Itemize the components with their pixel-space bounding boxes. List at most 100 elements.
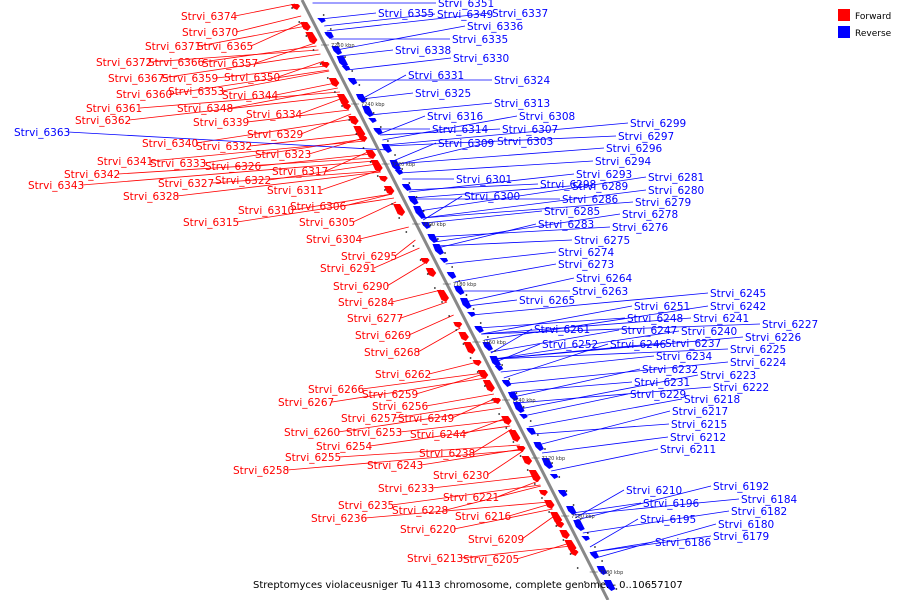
reverse-gene-label[interactable]: Strvi_6363 [14, 127, 70, 139]
forward-gene-arrow[interactable] [420, 258, 430, 264]
forward-gene-label[interactable]: Strvi_6333 [150, 158, 206, 170]
forward-gene-label[interactable]: Strvi_6290 [333, 281, 389, 293]
forward-gene-label[interactable]: Strvi_6359 [162, 73, 218, 85]
forward-gene-arrow[interactable] [348, 116, 359, 125]
forward-gene-arrow[interactable] [463, 342, 476, 354]
reverse-gene-label[interactable]: Strvi_6224 [730, 357, 787, 369]
forward-gene-label[interactable]: Strvi_6353 [168, 86, 224, 98]
reverse-gene-label[interactable]: Strvi_6275 [574, 235, 630, 247]
forward-gene-label[interactable]: Strvi_6311 [267, 185, 323, 197]
reverse-gene-label[interactable]: Strvi_6196 [643, 498, 700, 510]
reverse-gene-label[interactable]: Strvi_6281 [648, 172, 704, 184]
forward-gene-label[interactable]: Strvi_6253 [346, 427, 402, 439]
forward-gene-label[interactable]: Strvi_6269 [355, 330, 411, 342]
forward-gene-arrow[interactable] [528, 470, 541, 482]
reverse-gene-label[interactable]: Strvi_6264 [576, 273, 633, 285]
reverse-gene-label[interactable]: Strvi_6300 [464, 191, 520, 203]
reverse-gene-label[interactable]: Strvi_6296 [606, 143, 663, 155]
reverse-gene-label[interactable]: Strvi_6210 [626, 485, 682, 497]
forward-gene-label[interactable]: Strvi_6230 [433, 470, 489, 482]
reverse-gene-label[interactable]: Strvi_6351 [438, 0, 494, 10]
forward-gene-arrow[interactable] [336, 94, 350, 106]
reverse-gene-label[interactable]: Strvi_6283 [538, 219, 594, 231]
reverse-gene-label[interactable]: Strvi_6222 [713, 382, 769, 394]
forward-gene-arrow[interactable] [508, 430, 521, 442]
reverse-gene-arrow[interactable] [373, 128, 383, 135]
reverse-gene-arrow[interactable] [355, 94, 367, 103]
forward-gene-arrow[interactable] [477, 370, 489, 379]
forward-gene-arrow[interactable] [555, 522, 565, 528]
reverse-gene-arrow[interactable] [446, 272, 457, 279]
reverse-gene-arrow[interactable] [317, 18, 326, 23]
reverse-gene-label[interactable]: Strvi_6280 [648, 185, 704, 197]
forward-gene-label[interactable]: Strvi_6328 [123, 191, 179, 203]
forward-gene-label[interactable]: Strvi_6266 [308, 384, 365, 396]
reverse-gene-arrow[interactable] [566, 506, 577, 515]
reverse-gene-arrow[interactable] [362, 106, 374, 117]
forward-gene-label[interactable]: Strvi_6361 [86, 103, 142, 115]
forward-gene-label[interactable]: Strvi_6255 [285, 452, 341, 464]
reverse-gene-label[interactable]: Strvi_6180 [718, 519, 774, 531]
reverse-gene-label[interactable]: Strvi_6301 [456, 174, 512, 186]
forward-gene-label[interactable]: Strvi_6243 [367, 460, 423, 472]
reverse-gene-label[interactable]: Strvi_6195 [640, 514, 696, 526]
forward-gene-label[interactable]: Strvi_6332 [196, 141, 252, 153]
forward-gene-label[interactable]: Strvi_6305 [299, 217, 355, 229]
reverse-gene-label[interactable]: Strvi_6251 [634, 301, 690, 313]
reverse-gene-arrow[interactable] [467, 312, 476, 317]
forward-gene-label[interactable]: Strvi_6372 [96, 57, 152, 69]
reverse-gene-label[interactable]: Strvi_6215 [671, 419, 727, 431]
forward-gene-label[interactable]: Strvi_6291 [320, 263, 376, 275]
forward-gene-label[interactable]: Strvi_6213 [407, 553, 463, 565]
forward-gene-label[interactable]: Strvi_6277 [347, 313, 403, 325]
reverse-gene-label[interactable]: Strvi_6273 [558, 259, 614, 271]
reverse-gene-label[interactable]: Strvi_6314 [432, 124, 489, 136]
forward-gene-arrow[interactable] [472, 360, 482, 366]
reverse-gene-label[interactable]: Strvi_6330 [453, 53, 509, 65]
forward-gene-label[interactable]: Strvi_6367 [108, 73, 164, 85]
reverse-gene-arrow[interactable] [489, 356, 502, 367]
reverse-gene-label[interactable]: Strvi_6223 [700, 370, 756, 382]
reverse-gene-label[interactable]: Strvi_6313 [494, 98, 550, 110]
reverse-gene-label[interactable]: Strvi_6298 [540, 179, 596, 191]
forward-gene-label[interactable]: Strvi_6258 [233, 465, 289, 477]
forward-gene-label[interactable]: Strvi_6260 [284, 427, 340, 439]
reverse-gene-arrow[interactable] [526, 428, 536, 435]
reverse-gene-label[interactable]: Strvi_6225 [730, 344, 786, 356]
reverse-gene-label[interactable]: Strvi_6226 [745, 332, 802, 344]
reverse-gene-arrow[interactable] [513, 402, 525, 413]
forward-gene-label[interactable]: Strvi_6310 [238, 205, 294, 217]
reverse-gene-arrow[interactable] [603, 580, 616, 591]
forward-gene-arrow[interactable] [353, 126, 366, 138]
reverse-gene-arrow[interactable] [596, 566, 608, 575]
forward-gene-label[interactable]: Strvi_6317 [272, 166, 328, 178]
reverse-gene-arrow[interactable] [459, 298, 472, 309]
reverse-gene-label[interactable]: Strvi_6242 [710, 301, 766, 313]
reverse-gene-label[interactable]: Strvi_6184 [741, 494, 798, 506]
forward-gene-label[interactable]: Strvi_6341 [97, 156, 153, 168]
forward-gene-label[interactable]: Strvi_6365 [197, 41, 253, 53]
forward-gene-label[interactable]: Strvi_6326 [205, 161, 262, 173]
forward-gene-label[interactable]: Strvi_6348 [177, 103, 233, 115]
reverse-gene-arrow[interactable] [494, 366, 504, 371]
forward-gene-label[interactable]: Strvi_6295 [341, 251, 397, 263]
forward-gene-label[interactable]: Strvi_6216 [455, 511, 512, 523]
forward-gene-label[interactable]: Strvi_6249 [398, 413, 454, 425]
reverse-gene-label[interactable]: Strvi_6246 [610, 339, 667, 351]
forward-gene-label[interactable]: Strvi_6220 [400, 524, 456, 536]
reverse-gene-arrow[interactable] [401, 184, 412, 191]
reverse-gene-arrow[interactable] [549, 474, 559, 479]
forward-gene-arrow[interactable] [482, 380, 495, 392]
reverse-gene-label[interactable]: Strvi_6337 [492, 8, 548, 20]
reverse-gene-label[interactable]: Strvi_6293 [576, 169, 632, 181]
forward-gene-label[interactable]: Strvi_6205 [463, 554, 519, 566]
forward-gene-label[interactable]: Strvi_6342 [64, 169, 120, 181]
reverse-gene-label[interactable]: Strvi_6234 [656, 351, 713, 363]
forward-gene-label[interactable]: Strvi_6228 [392, 505, 448, 517]
reverse-gene-label[interactable]: Strvi_6285 [544, 206, 600, 218]
reverse-gene-label[interactable]: Strvi_6349 [437, 9, 493, 21]
forward-gene-arrow[interactable] [365, 150, 377, 159]
reverse-gene-label[interactable]: Strvi_6179 [713, 531, 769, 543]
reverse-gene-label[interactable]: Strvi_6186 [655, 537, 712, 549]
reverse-gene-label[interactable]: Strvi_6355 [378, 8, 434, 20]
